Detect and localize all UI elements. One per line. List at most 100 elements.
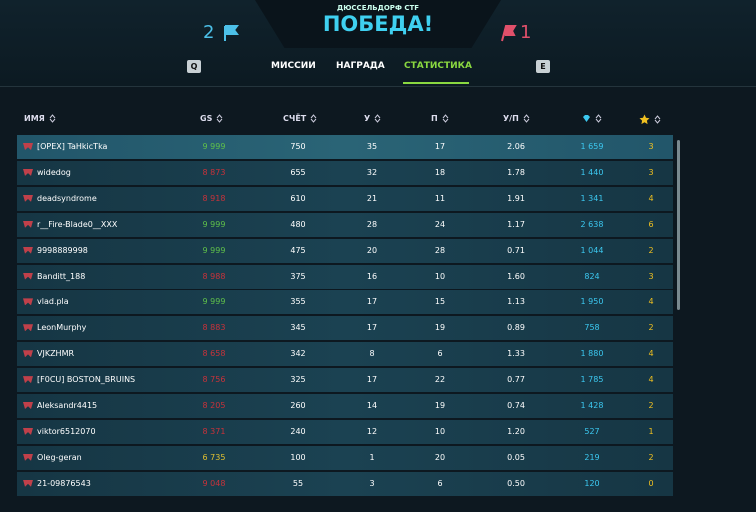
sort-icon[interactable] — [442, 114, 449, 123]
score: 240 — [290, 426, 306, 436]
crystals: 824 — [584, 271, 600, 281]
tab[interactable]: МИССИИ — [271, 61, 316, 71]
player-row[interactable]: viktor6512070 8 371 240 12 10 1.20 527 1 — [17, 419, 673, 444]
player-row[interactable]: deadsyndrome 8 918 610 21 11 1.91 1 341 4 — [17, 186, 673, 211]
deaths: 10 — [434, 271, 446, 281]
column-header[interactable] — [582, 114, 602, 123]
player-row[interactable]: LeonMurphy 8 883 345 17 19 0.89 758 2 — [17, 316, 673, 341]
kd: 1.33 — [507, 349, 525, 359]
sort-icon[interactable] — [595, 114, 602, 123]
column-header[interactable]: СЧЁТ — [283, 114, 317, 123]
kills: 21 — [366, 193, 378, 203]
kills: 17 — [366, 323, 378, 333]
deaths: 28 — [434, 245, 446, 255]
rank-icon — [23, 427, 33, 435]
rank-icon — [23, 350, 33, 358]
rank-icon — [23, 298, 33, 306]
gear-score: 6 735 — [202, 452, 226, 462]
key-hint[interactable]: Q — [187, 60, 201, 73]
column-header[interactable]: У — [364, 114, 381, 123]
deaths: 11 — [434, 193, 446, 203]
rank-icon — [23, 324, 33, 332]
player-name: r__Fire-Blade0__XXX — [37, 219, 118, 229]
crystals: 1 044 — [580, 245, 604, 255]
tab-active[interactable]: СТАТИСТИКА — [404, 61, 472, 71]
star-icon — [639, 114, 650, 125]
scrollbar[interactable] — [677, 140, 680, 310]
player-name: Oleg-geran — [37, 452, 82, 462]
sort-icon[interactable] — [310, 114, 317, 123]
kills: 3 — [369, 478, 375, 488]
gear-score: 9 048 — [202, 478, 226, 488]
gear-score: 8 873 — [202, 167, 226, 177]
player-row[interactable]: Oleg-geran 6 735 100 1 20 0.05 219 2 — [17, 445, 673, 470]
kd: 0.89 — [507, 323, 525, 333]
player-row[interactable]: [F0CU] BOSTON_BRUINS 8 756 325 17 22 0.77 1 78… — [17, 368, 673, 393]
kills: 32 — [366, 167, 378, 177]
key-hint[interactable]: E — [536, 60, 550, 73]
player-row[interactable]: VJKZHMR 8 658 342 8 6 1.33 1 880 4 — [17, 342, 673, 367]
player-row[interactable]: r__Fire-Blade0__XXX 9 999 480 28 24 1.17 2 638… — [17, 212, 673, 237]
player-row[interactable]: 21-09876543 9 048 55 3 6 0.50 120 0 — [17, 471, 673, 496]
column-header[interactable]: GS — [200, 114, 223, 123]
crystals: 120 — [584, 478, 600, 488]
sort-icon[interactable] — [216, 114, 223, 123]
crystals: 758 — [584, 323, 600, 333]
stars: 4 — [648, 297, 654, 307]
player-row[interactable]: widedog 8 873 655 32 18 1.78 1 440 3 — [17, 160, 673, 185]
player-name: viktor6512070 — [37, 426, 96, 436]
gear-score: 8 988 — [202, 271, 226, 281]
deaths: 17 — [434, 142, 446, 151]
score: 325 — [290, 375, 306, 385]
stars: 1 — [648, 426, 654, 436]
stars: 3 — [648, 142, 654, 151]
crystals: 1 659 — [580, 142, 604, 151]
stars: 2 — [648, 245, 654, 255]
player-row[interactable]: Aleksandr4415 8 205 260 14 19 0.74 1 428 2 — [17, 394, 673, 418]
kills: 16 — [366, 271, 378, 281]
deaths: 19 — [434, 323, 446, 333]
player-name: vlad.pla — [37, 297, 69, 307]
gear-score: 8 371 — [202, 426, 226, 436]
column-header[interactable]: У/П — [503, 114, 530, 123]
header-text: У/П — [503, 114, 519, 123]
sort-icon[interactable] — [49, 114, 56, 123]
gear-score: 9 999 — [202, 219, 226, 229]
score: 260 — [290, 401, 306, 410]
player-row[interactable]: 9998889998 9 999 475 20 28 0.71 1 044 2 — [17, 238, 673, 263]
gear-score: 9 999 — [202, 297, 226, 307]
kills: 17 — [366, 297, 378, 307]
column-header[interactable]: ИМЯ — [24, 114, 56, 123]
player-row[interactable]: [OPEX] TaHkicTka 9 999 750 35 17 2.06 1 659 3 — [17, 135, 673, 159]
sort-icon[interactable] — [654, 115, 661, 124]
banner — [255, 0, 501, 48]
kd: 1.13 — [507, 297, 525, 307]
stars: 2 — [648, 401, 654, 410]
blue-flag — [224, 25, 239, 41]
player-row[interactable]: Banditt_188 8 988 375 16 10 1.60 824 3 — [17, 264, 673, 289]
gear-score: 8 756 — [202, 375, 226, 385]
deaths: 20 — [434, 452, 446, 462]
player-row[interactable]: vlad.pla 9 999 355 17 15 1.13 1 950 4 — [17, 290, 673, 315]
column-header[interactable] — [639, 114, 661, 125]
sort-icon[interactable] — [374, 114, 381, 123]
gear-score: 8 918 — [202, 193, 226, 203]
player-name: 21-09876543 — [37, 478, 91, 488]
stars: 6 — [648, 219, 654, 229]
deaths: 15 — [434, 297, 446, 307]
kd: 1.78 — [507, 167, 525, 177]
score: 375 — [290, 271, 306, 281]
sort-icon[interactable] — [523, 114, 530, 123]
column-header[interactable]: П — [431, 114, 449, 123]
stars: 3 — [648, 167, 654, 177]
kills: 14 — [366, 401, 378, 410]
stars: 0 — [648, 478, 654, 488]
score-blue: 2 — [203, 22, 215, 43]
score: 55 — [292, 478, 304, 488]
crystals: 219 — [584, 452, 600, 462]
tab[interactable]: НАГРАДА — [336, 61, 385, 71]
player-name: VJKZHMR — [37, 349, 75, 359]
deaths: 19 — [434, 401, 446, 410]
kills: 1 — [369, 452, 375, 462]
